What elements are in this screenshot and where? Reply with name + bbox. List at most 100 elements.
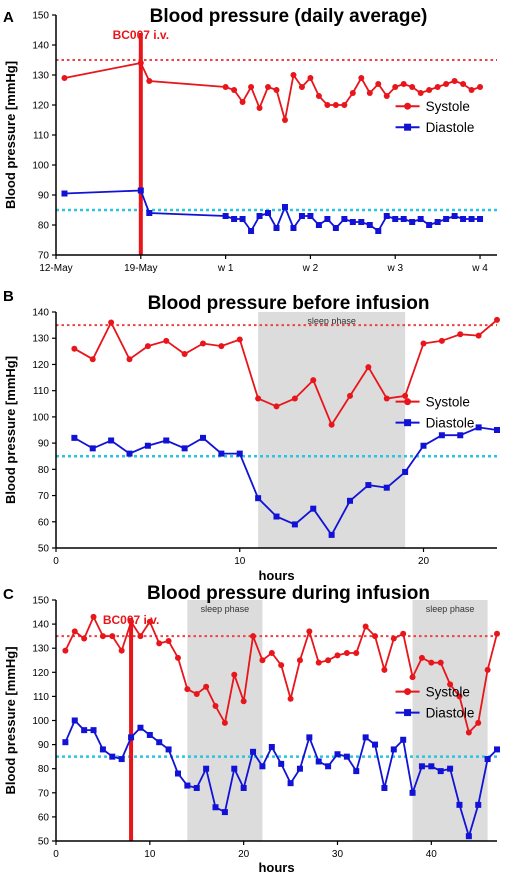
data-point-diastole (315, 222, 322, 228)
data-point-diastole (456, 801, 463, 808)
data-point-systole (475, 332, 482, 339)
data-point-diastole (437, 768, 444, 775)
data-point-systole (402, 392, 409, 399)
data-point-systole (248, 84, 255, 90)
data-point-diastole (81, 727, 88, 734)
data-point-systole (365, 364, 372, 371)
data-point-systole (349, 90, 356, 96)
data-point-systole (99, 633, 106, 640)
chart-title: Blood pressure (daily average) (150, 6, 428, 27)
y-tick-label: 140 (32, 308, 49, 319)
data-point-diastole (62, 739, 69, 746)
data-point-diastole (315, 758, 322, 765)
y-tick-label: 140 (32, 41, 49, 52)
data-point-systole (61, 75, 68, 81)
data-point-systole (181, 350, 188, 357)
data-point-systole (218, 343, 225, 350)
x-axis-label: hours (258, 568, 294, 583)
data-point-diastole (418, 763, 425, 770)
data-point-systole (62, 647, 69, 654)
data-point-diastole (298, 213, 305, 219)
data-point-diastole (428, 763, 435, 770)
data-point-diastole (494, 427, 500, 433)
data-point-diastole (290, 225, 297, 231)
y-axis-label: Blood pressure [mmHg] (3, 356, 18, 504)
data-point-systole (324, 102, 331, 108)
data-point-systole (457, 331, 464, 338)
legend-label-systole: Systole (426, 685, 470, 700)
data-point-diastole (248, 228, 255, 234)
data-point-systole (437, 659, 444, 666)
data-point-diastole (328, 531, 335, 538)
data-point-diastole (156, 739, 163, 746)
data-point-diastole (181, 445, 188, 452)
series-line-diastole (73, 426, 498, 537)
data-point-diastole (475, 801, 482, 808)
data-point-diastole (99, 746, 106, 753)
data-point-systole (281, 117, 288, 123)
data-point-diastole (460, 216, 467, 222)
panel-label: A (3, 9, 14, 26)
data-point-diastole (438, 432, 445, 439)
data-point-systole (334, 652, 341, 659)
data-point-diastole (109, 753, 116, 760)
data-point-systole (381, 666, 388, 673)
data-point-diastole (218, 450, 225, 457)
x-tick-label: 12-May (39, 263, 72, 274)
data-point-systole (456, 693, 463, 700)
y-tick-label: 150 (32, 596, 49, 607)
data-point-systole (494, 630, 500, 637)
data-point-systole (278, 662, 285, 669)
data-point-diastole (383, 484, 390, 491)
legend-marker (404, 102, 412, 110)
data-point-diastole (465, 833, 472, 840)
y-tick-label: 150 (32, 11, 49, 22)
data-point-diastole (447, 765, 454, 772)
data-point-diastole (434, 219, 441, 225)
data-point-systole (200, 340, 206, 347)
data-point-diastole (417, 216, 424, 222)
data-point-diastole (291, 521, 298, 528)
data-point-diastole (137, 187, 144, 194)
data-point-diastole (128, 734, 135, 741)
data-point-diastole (400, 216, 407, 222)
data-point-diastole (392, 216, 399, 222)
data-point-systole (420, 340, 427, 347)
data-point-systole (236, 336, 243, 343)
x-tick-label: 20 (418, 556, 430, 567)
legend-label-diastole: Diastole (426, 120, 475, 135)
y-tick-label: 120 (32, 360, 49, 371)
y-tick-label: 70 (38, 491, 50, 502)
data-point-systole (328, 421, 335, 428)
data-point-diastole (240, 784, 247, 791)
data-point-diastole (426, 222, 433, 228)
data-point-systole (273, 403, 280, 410)
data-point-diastole (375, 228, 382, 234)
data-point-diastole (457, 432, 464, 439)
data-point-systole (291, 395, 298, 402)
data-point-systole (231, 671, 238, 678)
data-point-systole (409, 674, 416, 681)
data-point-diastole (203, 765, 210, 772)
x-tick-label: w 1 (217, 263, 234, 274)
data-point-systole (146, 618, 153, 625)
data-point-diastole (383, 213, 390, 219)
x-tick-label: w 3 (386, 263, 403, 274)
data-point-systole (343, 650, 350, 657)
data-point-diastole (281, 204, 288, 210)
data-point-diastole (310, 505, 317, 512)
data-point-systole (484, 666, 491, 673)
data-point-systole (126, 356, 133, 363)
data-point-systole (298, 84, 305, 90)
series-line-systole (73, 319, 498, 427)
data-point-systole (307, 75, 314, 81)
data-point-diastole (372, 741, 379, 748)
data-point-diastole (409, 219, 416, 225)
data-point-diastole (477, 216, 484, 222)
x-tick-label: w 2 (302, 263, 319, 274)
y-tick-label: 120 (32, 668, 49, 679)
data-point-diastole (324, 216, 331, 222)
data-point-diastole (108, 437, 115, 444)
data-point-diastole (90, 727, 97, 734)
data-point-systole (438, 337, 445, 344)
